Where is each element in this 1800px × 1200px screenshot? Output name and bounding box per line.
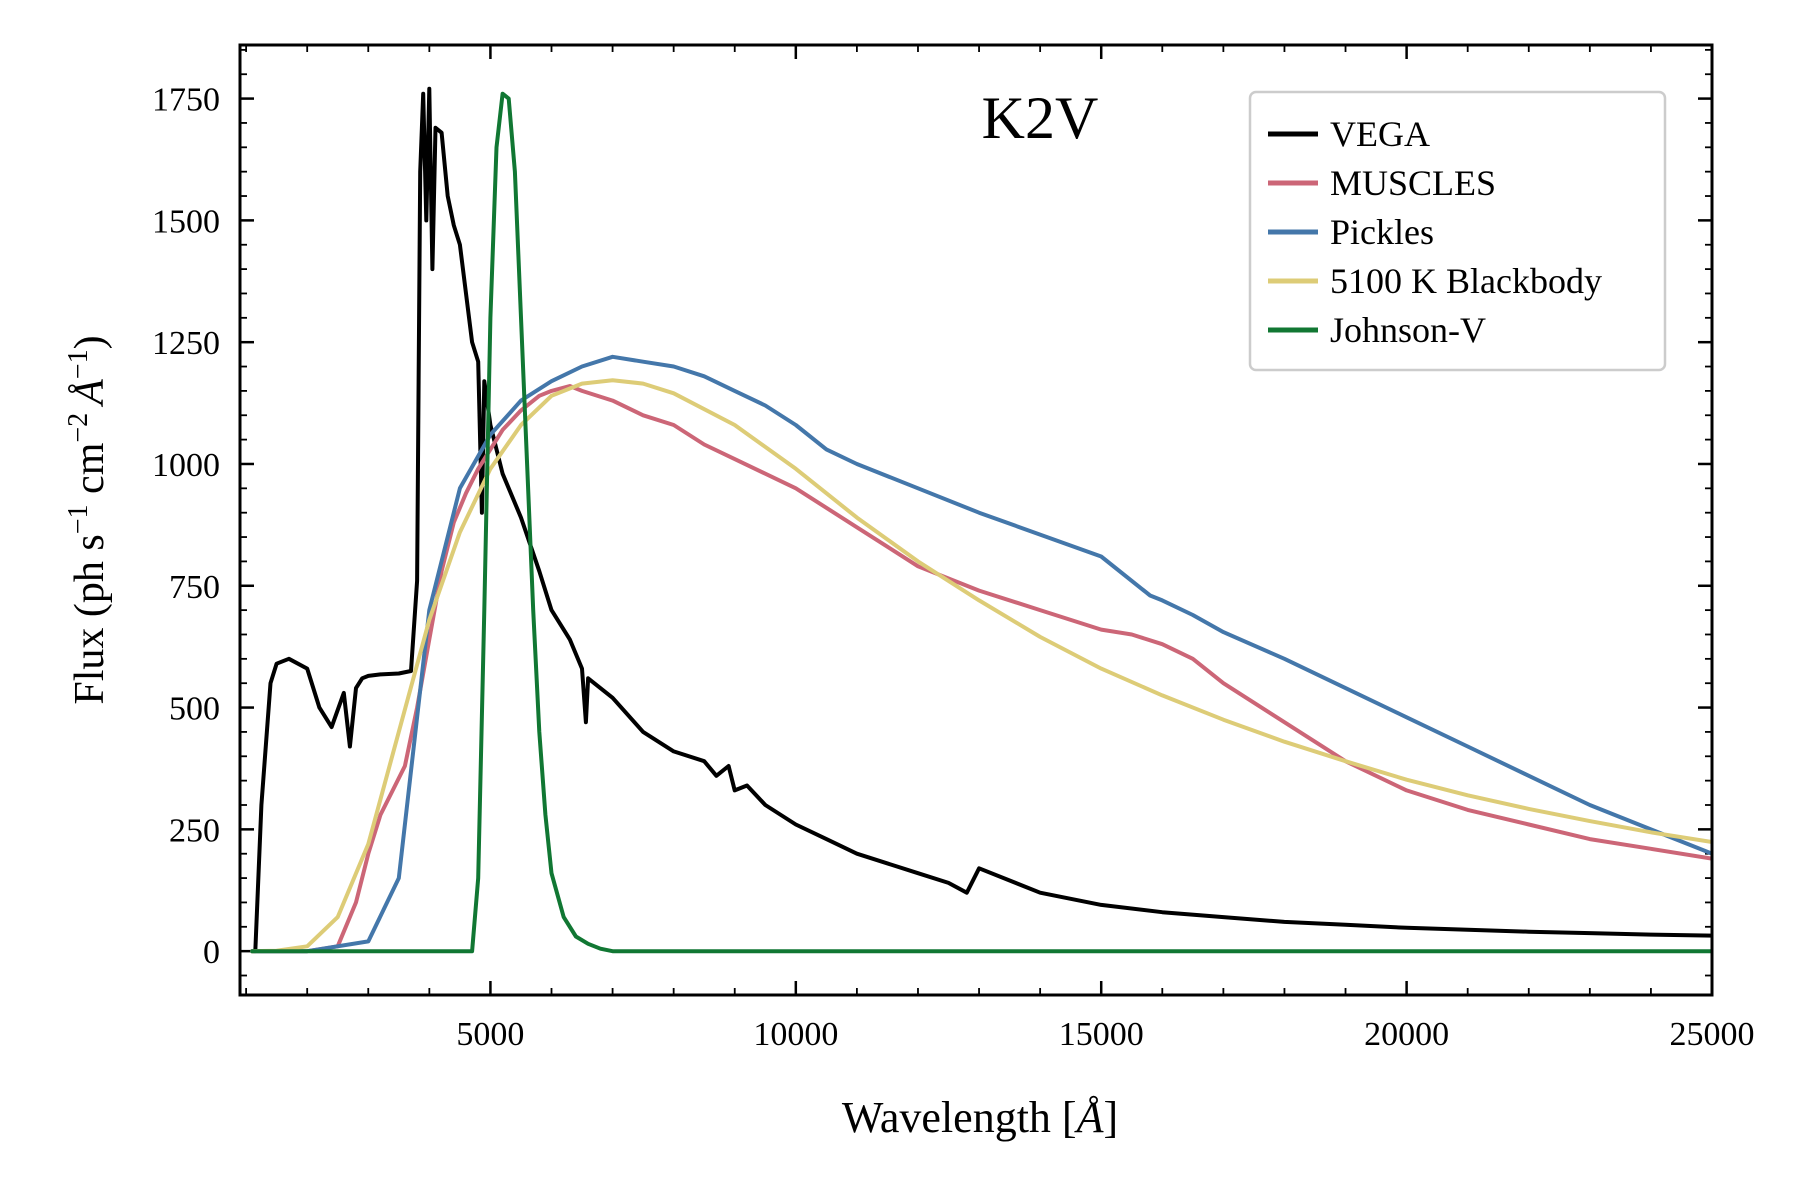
- series-line-vega: [250, 86, 1712, 954]
- x-tick-label: 25000: [1670, 1016, 1755, 1053]
- y-tick-label: 250: [169, 812, 220, 849]
- series-line-muscles: [250, 384, 1712, 954]
- x-tick-label: 10000: [753, 1016, 838, 1053]
- y-tick-label: 750: [169, 569, 220, 606]
- legend-label: VEGA: [1330, 114, 1430, 154]
- legend-label: Johnson-V: [1330, 310, 1486, 350]
- plot-frame: [238, 43, 1714, 997]
- y-tick-label: 0: [203, 934, 220, 971]
- y-tick-label: 1500: [152, 203, 220, 240]
- legend-label: Pickles: [1330, 212, 1434, 252]
- x-tick-label: 20000: [1364, 1016, 1449, 1053]
- x-tick-label: 5000: [456, 1016, 524, 1053]
- y-axis-label: Flux (ph s−1 cm−2Å−1): [63, 335, 113, 704]
- x-tick-label: 15000: [1059, 1016, 1144, 1053]
- series-line-5100-k-blackbody: [250, 378, 1712, 954]
- series-layer: [250, 86, 1712, 954]
- tick-label-layer: 5000 10000 15000 20000 25000 0 250 500 750 1000 12…: [152, 82, 1755, 1053]
- x-axis-label: Wavelength [Å]: [842, 1093, 1118, 1142]
- legend: VEGA MUSCLES Pickles 5100 K Blackbody Johnso…: [1248, 90, 1667, 372]
- y-tick-label: 500: [169, 691, 220, 728]
- legend-label: MUSCLES: [1330, 163, 1496, 203]
- y-tick-label: 1750: [152, 82, 220, 119]
- y-tick-label: 1250: [152, 325, 220, 362]
- y-tick-label: 1000: [152, 447, 220, 484]
- legend-box: [1248, 90, 1667, 372]
- spectral-type-annotation: K2V: [982, 85, 1099, 151]
- series-line-johnson-v: [250, 91, 1712, 954]
- series-line-pickles: [250, 354, 1712, 954]
- legend-label: 5100 K Blackbody: [1330, 261, 1602, 301]
